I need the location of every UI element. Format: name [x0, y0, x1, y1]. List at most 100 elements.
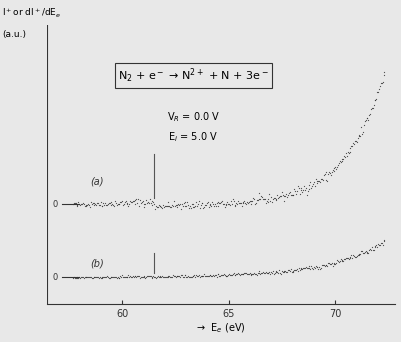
Point	[198, 273, 204, 278]
Point	[230, 270, 236, 275]
Point	[182, 203, 188, 209]
Point	[168, 274, 174, 279]
Point	[140, 205, 146, 210]
Point	[339, 156, 346, 161]
Point	[267, 270, 273, 275]
Point	[222, 202, 228, 208]
Point	[252, 271, 259, 276]
Point	[311, 184, 317, 189]
Point	[249, 198, 255, 203]
Point	[127, 199, 133, 204]
Point	[317, 265, 324, 271]
Point	[186, 274, 192, 280]
Point	[160, 202, 166, 208]
Text: (b): (b)	[90, 259, 103, 269]
Point	[97, 199, 103, 205]
Point	[191, 272, 197, 278]
Point	[323, 263, 330, 268]
Point	[290, 268, 296, 274]
Point	[76, 274, 82, 279]
Point	[281, 193, 287, 199]
Point	[263, 271, 270, 276]
Point	[122, 274, 129, 279]
Point	[364, 117, 371, 123]
Point	[375, 242, 381, 248]
Point	[227, 272, 233, 278]
Point	[279, 269, 285, 275]
Point	[366, 246, 373, 252]
Point	[247, 272, 253, 278]
Point	[308, 265, 314, 270]
Point	[160, 274, 167, 279]
Point	[198, 200, 205, 206]
Point	[320, 262, 326, 267]
Point	[74, 203, 81, 208]
Point	[263, 199, 270, 205]
Point	[135, 197, 141, 202]
Point	[325, 260, 332, 266]
Point	[255, 197, 261, 202]
Point	[306, 186, 312, 192]
Point	[145, 273, 152, 279]
Point	[332, 166, 338, 172]
Point	[379, 238, 386, 244]
Point	[220, 271, 227, 276]
Point	[310, 264, 316, 270]
Point	[262, 200, 268, 206]
Point	[261, 270, 267, 276]
Point	[70, 275, 76, 280]
Point	[119, 202, 126, 208]
Point	[360, 250, 366, 255]
Point	[137, 275, 144, 280]
Point	[145, 200, 152, 206]
Point	[330, 169, 336, 174]
Point	[328, 263, 335, 268]
Point	[356, 133, 363, 139]
Point	[344, 149, 350, 155]
Point	[257, 271, 264, 276]
Point	[299, 266, 306, 271]
Point	[270, 195, 276, 201]
Point	[335, 160, 341, 165]
Point	[178, 272, 184, 277]
Point	[258, 195, 265, 200]
Point	[121, 275, 128, 280]
Point	[233, 200, 239, 206]
Point	[326, 261, 332, 267]
Point	[84, 274, 90, 280]
Point	[249, 272, 255, 277]
Point	[117, 199, 123, 205]
Point	[233, 201, 240, 207]
Point	[274, 270, 281, 275]
Point	[268, 199, 275, 205]
Point	[352, 138, 358, 143]
Point	[322, 262, 329, 267]
Point	[187, 274, 194, 280]
Point	[153, 205, 160, 210]
Point	[219, 272, 226, 277]
Point	[144, 199, 151, 205]
Point	[96, 203, 103, 208]
Point	[151, 274, 157, 279]
Point	[321, 171, 327, 176]
Point	[358, 249, 365, 254]
Point	[124, 201, 130, 207]
Point	[189, 274, 195, 279]
Point	[89, 200, 96, 205]
Point	[115, 275, 122, 280]
Point	[324, 171, 330, 176]
Point	[290, 267, 297, 273]
Point	[209, 199, 215, 204]
Point	[125, 273, 131, 278]
Point	[110, 202, 116, 208]
Point	[231, 203, 237, 209]
Point	[314, 178, 321, 184]
Point	[246, 270, 252, 276]
Point	[142, 201, 148, 207]
Point	[106, 275, 113, 280]
Point	[334, 258, 340, 264]
Point	[217, 200, 223, 205]
Point	[259, 196, 265, 202]
Point	[191, 204, 197, 210]
Point	[111, 203, 117, 208]
